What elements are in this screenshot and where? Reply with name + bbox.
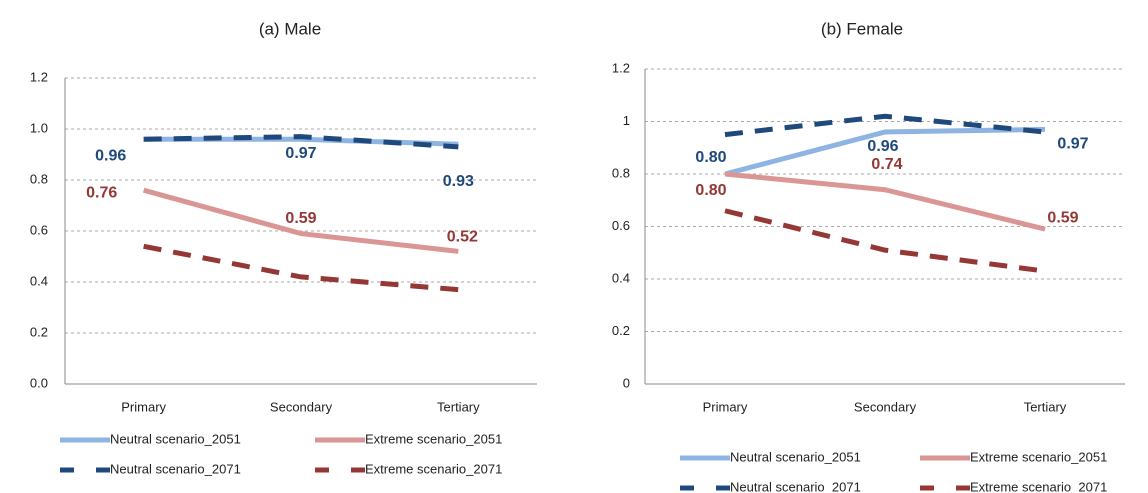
data-label: 0.52 — [447, 229, 478, 246]
x-tick-label: Tertiary — [437, 399, 480, 414]
y-tick-label: 0.2 — [30, 324, 48, 339]
y-tick-label: 1.0 — [30, 120, 48, 135]
series-line — [724, 171, 1046, 232]
x-tick-label: Secondary — [854, 399, 917, 414]
x-tick-label: Primary — [121, 399, 166, 414]
data-label: 0.97 — [1057, 136, 1088, 153]
legend-label: Neutral scenario_2051 — [110, 431, 241, 446]
data-label: 0.80 — [695, 182, 726, 199]
data-label: 0.74 — [871, 156, 902, 173]
series-line — [724, 113, 1046, 138]
y-tick-label: 0.8 — [30, 171, 48, 186]
y-tick-label: 0.6 — [30, 222, 48, 237]
legend-label: Neutral scenario_2071 — [110, 461, 241, 476]
y-tick-label: 0.4 — [30, 273, 48, 288]
series-line — [724, 126, 1046, 177]
y-tick-label: 1.2 — [30, 69, 48, 84]
series-line — [143, 136, 459, 147]
legend-label: Neutral scenario_2071 — [730, 479, 861, 493]
x-tick-label: Secondary — [270, 399, 333, 414]
legend-label: Extreme scenario_2071 — [970, 479, 1107, 493]
y-tick-label: 1 — [623, 113, 630, 128]
data-label: 0.97 — [285, 145, 316, 162]
data-label: 0.96 — [867, 138, 898, 155]
data-label: 0.93 — [443, 173, 474, 190]
data-label: 0.59 — [1047, 209, 1078, 226]
data-label: 0.80 — [695, 149, 726, 166]
chart-title: (b) Female — [821, 19, 903, 38]
data-label: 0.96 — [95, 147, 126, 164]
y-tick-label: 1.2 — [612, 60, 630, 75]
y-tick-label: 0.6 — [612, 218, 630, 233]
x-tick-label: Primary — [703, 399, 748, 414]
data-label: 0.76 — [86, 184, 117, 201]
y-tick-label: 0.8 — [612, 165, 630, 180]
y-tick-label: 0.2 — [612, 323, 630, 338]
legend-label: Extreme scenario_2051 — [365, 431, 502, 446]
series-line — [724, 208, 1046, 274]
series-line — [143, 134, 459, 150]
y-tick-label: 0 — [623, 375, 630, 390]
series-line — [143, 243, 459, 293]
legend-label: Extreme scenario_2051 — [970, 449, 1107, 464]
y-tick-label: 0.4 — [612, 270, 630, 285]
legend-label: Extreme scenario_2071 — [365, 461, 502, 476]
y-tick-label: 0.0 — [30, 375, 48, 390]
chart-title: (a) Male — [259, 19, 321, 38]
legend-label: Neutral scenario_2051 — [730, 449, 861, 464]
series-line — [143, 187, 459, 254]
data-label: 0.59 — [285, 210, 316, 227]
x-tick-label: Tertiary — [1024, 399, 1067, 414]
